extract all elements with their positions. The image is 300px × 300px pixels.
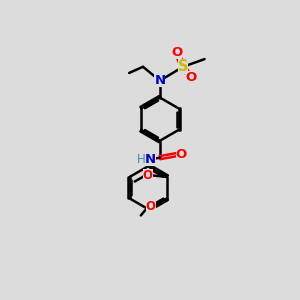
Text: O: O — [143, 169, 153, 182]
Text: O: O — [185, 71, 196, 84]
Text: O: O — [171, 46, 182, 59]
Text: O: O — [146, 200, 156, 213]
Text: N: N — [154, 74, 166, 87]
Text: O: O — [176, 148, 187, 161]
Text: S: S — [178, 59, 188, 74]
Text: N: N — [145, 153, 156, 166]
Text: H: H — [137, 153, 146, 166]
